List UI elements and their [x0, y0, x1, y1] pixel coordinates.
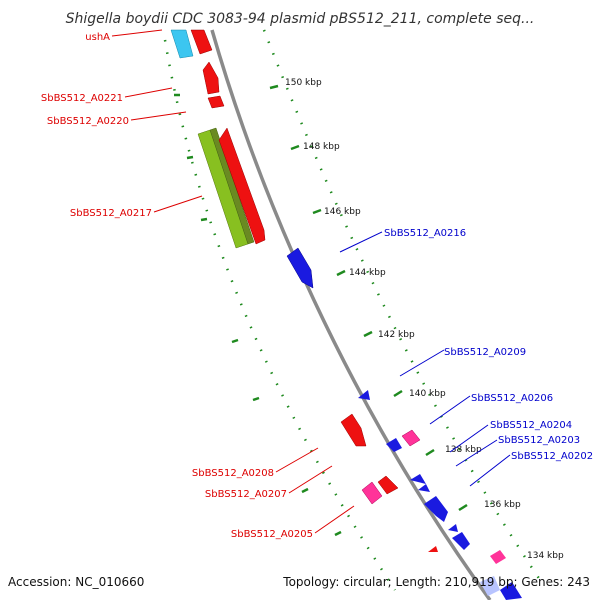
gene-a0216[interactable]: [286, 247, 314, 289]
gene-usha[interactable]: [170, 29, 194, 59]
leader-lines: [111, 29, 511, 534]
gene-label-a0208[interactable]: SbBS512_A0208: [192, 468, 274, 479]
inner-major-ticks: [174, 93, 342, 537]
gene-labels: ushA SbBS512_A0221 SbBS512_A0220 SbBS512…: [41, 32, 593, 540]
gene-label-usha[interactable]: ushA: [85, 32, 110, 43]
gene-label-a0204[interactable]: SbBS512_A0204: [490, 420, 572, 431]
gene-label-a0207[interactable]: SbBS512_A0207: [205, 489, 287, 500]
gene-a0207[interactable]: [377, 475, 399, 495]
gene-label-a0205[interactable]: SbBS512_A0205: [231, 529, 313, 540]
gene-a0209[interactable]: [358, 390, 370, 400]
gene-a0217[interactable]: [218, 127, 266, 245]
gene-label-a0216[interactable]: SbBS512_A0216: [384, 228, 466, 239]
map-title: Shigella boydii CDC 3083-94 plasmid pBS5…: [66, 11, 535, 27]
gene-a0206-pink[interactable]: [401, 429, 421, 447]
gene-blue-small-1[interactable]: [448, 524, 458, 532]
kbp-150: 150 kbp: [285, 78, 322, 88]
gene-lightblue-edge[interactable]: [480, 576, 500, 596]
gene-a0206-blue[interactable]: [386, 438, 402, 452]
inner-tick-ring: [163, 39, 397, 591]
kbp-140: 140 kbp: [409, 389, 446, 399]
kbp-134: 134 kbp: [527, 551, 564, 561]
accession-text: Accession: NC_010660: [8, 575, 144, 589]
kbp-148: 148 kbp: [303, 142, 340, 152]
gene-label-a0203[interactable]: SbBS512_A0203: [498, 435, 580, 446]
gene-label-a0220[interactable]: SbBS512_A0220: [47, 116, 129, 127]
gene-a0204[interactable]: [410, 474, 426, 484]
kbp-labels: 150 kbp 148 kbp 146 kbp 144 kbp 142 kbp …: [285, 78, 564, 561]
topology-summary: Topology: circular; Length: 210,919 bp; …: [282, 575, 590, 589]
kbp-146: 146 kbp: [324, 207, 361, 217]
gene-label-a0221[interactable]: SbBS512_A0221: [41, 93, 123, 104]
kbp-136: 136 kbp: [484, 500, 521, 510]
gene-pink-small[interactable]: [490, 550, 506, 564]
gene-a0221[interactable]: [202, 61, 220, 95]
gene-label-a0209[interactable]: SbBS512_A0209: [444, 347, 526, 358]
kbp-142: 142 kbp: [378, 330, 415, 340]
gene-label-a0202[interactable]: SbBS512_A0202: [511, 451, 593, 462]
gene-a0202[interactable]: [424, 496, 448, 522]
forward-strand-features: [170, 29, 438, 552]
gene-blue-edge[interactable]: [500, 582, 522, 600]
gene-usha-red[interactable]: [190, 29, 213, 55]
gene-a0217-olive[interactable]: [209, 127, 255, 245]
gene-small-red[interactable]: [428, 546, 438, 552]
gene-label-a0217[interactable]: SbBS512_A0217: [70, 208, 152, 219]
gene-a0220[interactable]: [207, 95, 225, 109]
gene-blue-small-2[interactable]: [452, 532, 470, 550]
gene-label-a0206[interactable]: SbBS512_A0206: [471, 393, 553, 404]
outer-tick-ring: [262, 29, 542, 581]
gene-a0203[interactable]: [418, 484, 430, 492]
kbp-144: 144 kbp: [349, 268, 386, 278]
gene-a0208[interactable]: [340, 413, 367, 447]
kbp-138: 138 kbp: [445, 445, 482, 455]
reverse-strand-features: [286, 247, 522, 600]
plasmid-backbone: [210, 29, 492, 600]
gene-a0205-pink[interactable]: [361, 481, 383, 505]
